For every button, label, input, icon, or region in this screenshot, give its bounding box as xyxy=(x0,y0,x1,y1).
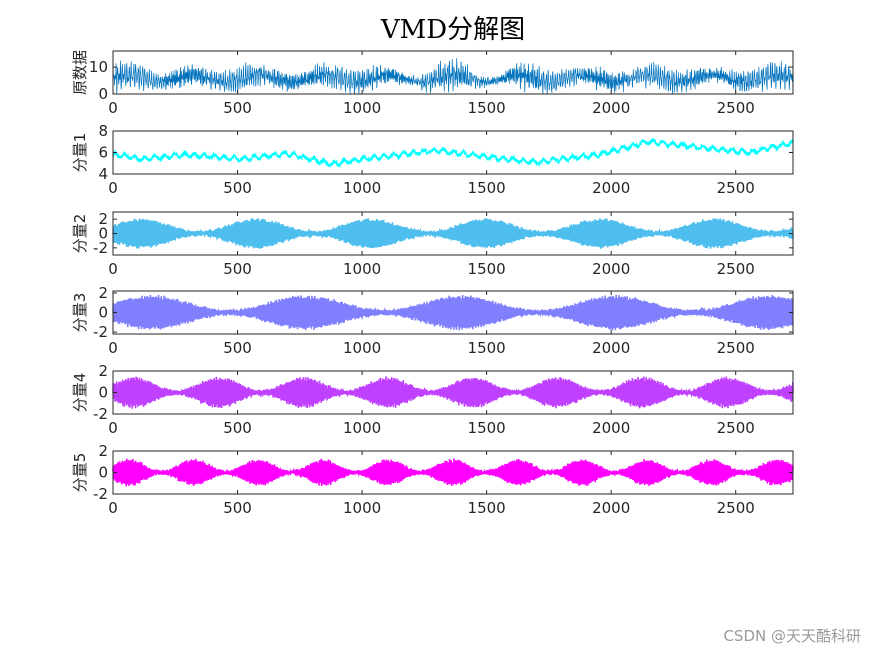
x-tick-label: 2500 xyxy=(717,499,755,517)
x-tick-label: 1500 xyxy=(468,99,506,117)
series-line-1 xyxy=(112,58,794,95)
subplot-4: 0 500 1000 1500 2000 2500 -20 2 分量3 xyxy=(71,284,794,357)
x-tick-label: 1000 xyxy=(343,179,381,197)
y-axis-label: 分量3 xyxy=(71,293,89,333)
x-tick-label: 1500 xyxy=(468,419,506,437)
x-tick-label: 1500 xyxy=(468,260,506,278)
x-tick-label: 1000 xyxy=(343,339,381,357)
y-axis-label: 分量2 xyxy=(71,214,89,254)
y-tick-label: -2 xyxy=(93,405,108,423)
y-tick-label: 8 xyxy=(98,122,108,140)
x-tick-label: 500 xyxy=(223,419,252,437)
series-line-5 xyxy=(112,376,794,409)
x-tick-label: 1500 xyxy=(468,179,506,197)
x-tick-label: 0 xyxy=(108,499,118,517)
y-tick-label: 0 xyxy=(98,85,108,103)
x-tick-label: 2000 xyxy=(592,419,630,437)
x-tick-label: 1000 xyxy=(343,99,381,117)
chart-title: VMD分解图 xyxy=(380,15,525,45)
series-line-2 xyxy=(112,137,794,169)
x-tick-label: 1000 xyxy=(343,499,381,517)
x-tick-label: 2000 xyxy=(592,99,630,117)
series-line-3 xyxy=(112,218,794,250)
x-tick-label: 500 xyxy=(223,499,252,517)
y-tick-label: 2 xyxy=(98,362,108,380)
y-tick-label: 2 xyxy=(98,442,108,460)
x-tick-label: 0 xyxy=(108,99,118,117)
y-tick-label: 4 xyxy=(98,165,108,183)
x-tick-label: 2000 xyxy=(592,179,630,197)
y-tick-label: 2 xyxy=(98,210,108,228)
watermark: CSDN @天天酷科研 xyxy=(723,627,861,645)
x-tick-label: 500 xyxy=(223,179,252,197)
subplot-2: 0 500 1000 1500 2000 2500 4 6 8 分量1 xyxy=(71,122,794,197)
x-tick-label: 2500 xyxy=(717,179,755,197)
y-tick-label: 0 xyxy=(98,225,108,243)
y-axis-label: 分量1 xyxy=(71,133,89,173)
x-tick-label: 1500 xyxy=(468,499,506,517)
x-tick-label: 2500 xyxy=(717,260,755,278)
x-tick-label: 2500 xyxy=(717,339,755,357)
x-tick-label: 0 xyxy=(108,260,118,278)
x-tick-label: 1000 xyxy=(343,419,381,437)
x-tick-label: 500 xyxy=(223,339,252,357)
y-tick-label: -2 xyxy=(93,239,108,257)
x-tick-label: 500 xyxy=(223,99,252,117)
y-tick-label: 2 xyxy=(98,284,108,302)
x-tick-label: 0 xyxy=(108,339,118,357)
y-axis-label: 分量5 xyxy=(71,453,89,493)
series-line-6 xyxy=(112,458,794,487)
series-line-4 xyxy=(112,294,794,331)
x-tick-label: 0 xyxy=(108,419,118,437)
axes-box xyxy=(112,50,794,95)
x-tick-label: 1500 xyxy=(468,339,506,357)
y-tick-label: -2 xyxy=(93,485,108,503)
x-tick-label: 1000 xyxy=(343,260,381,278)
x-tick-label: 2000 xyxy=(592,260,630,278)
x-tick-label: 500 xyxy=(223,260,252,278)
y-tick-label: 0 xyxy=(98,464,108,482)
x-tick-label: 2000 xyxy=(592,339,630,357)
x-tick-label: 2500 xyxy=(717,99,755,117)
x-tick-label: 2000 xyxy=(592,499,630,517)
y-axis-label: 原数据 xyxy=(71,50,89,95)
x-tick-label: 0 xyxy=(108,179,118,197)
y-tick-label: 6 xyxy=(98,144,108,162)
y-tick-label: 10 xyxy=(89,58,108,76)
y-tick-label: -2 xyxy=(93,323,108,341)
y-tick-label: 0 xyxy=(98,384,108,402)
y-axis-label: 分量4 xyxy=(71,373,89,413)
y-tick-label: 0 xyxy=(98,304,108,322)
x-tick-label: 2500 xyxy=(717,419,755,437)
